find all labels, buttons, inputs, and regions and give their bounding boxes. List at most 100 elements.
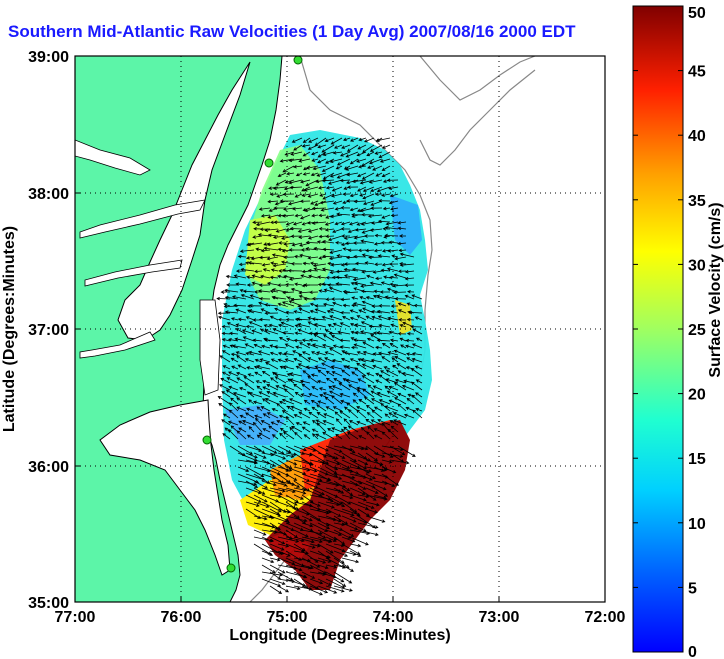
velocity-arrow bbox=[247, 373, 255, 377]
velocity-arrow bbox=[269, 275, 279, 280]
velocity-arrow bbox=[229, 402, 239, 412]
colorbar-tick-label: 35 bbox=[688, 193, 706, 210]
velocity-arrow bbox=[399, 234, 406, 238]
velocity-arrow bbox=[299, 253, 311, 258]
velocity-arrow bbox=[397, 302, 407, 307]
velocity-arrow bbox=[359, 193, 367, 197]
velocity-arrow bbox=[269, 578, 286, 585]
colorbar-tick-label: 0 bbox=[688, 644, 697, 659]
velocity-arrow bbox=[356, 221, 367, 226]
colorbar-ticks: 0 5 10 15 20 25 30 35 40 45 50 bbox=[633, 5, 706, 659]
velocity-arrow bbox=[365, 418, 375, 426]
velocity-arrow bbox=[393, 419, 407, 426]
velocity-arrow bbox=[360, 221, 375, 226]
velocity-arrow bbox=[254, 414, 263, 419]
velocity-arrow bbox=[308, 274, 319, 279]
velocity-arrow bbox=[350, 137, 359, 142]
velocity-arrow bbox=[235, 282, 247, 286]
velocity-arrow bbox=[301, 515, 313, 522]
velocity-arrow bbox=[318, 289, 327, 293]
velocity-arrow bbox=[285, 473, 298, 481]
velocity-arrow bbox=[405, 352, 415, 356]
velocity-arrow bbox=[324, 137, 335, 143]
velocity-arrow bbox=[344, 274, 359, 279]
velocity-arrow bbox=[358, 309, 367, 314]
velocity-arrow bbox=[358, 399, 367, 405]
velocity-arrow bbox=[349, 550, 362, 557]
velocity-arrow bbox=[389, 193, 399, 198]
velocity-arrow bbox=[282, 165, 295, 173]
velocity-arrow bbox=[232, 392, 247, 398]
velocity-arrow bbox=[261, 263, 271, 267]
velocity-arrow bbox=[277, 522, 295, 531]
colorbar-tick-label: 10 bbox=[688, 516, 706, 533]
velocity-arrow bbox=[313, 267, 327, 272]
velocity-arrow bbox=[309, 529, 327, 539]
velocity-arrow bbox=[282, 290, 295, 295]
velocity-arrow bbox=[269, 351, 279, 356]
velocity-arrow bbox=[298, 158, 311, 163]
velocity-arrow bbox=[372, 385, 383, 391]
velocity-arrow bbox=[274, 200, 287, 206]
velocity-arrow bbox=[277, 445, 292, 453]
velocity-arrow bbox=[317, 522, 331, 530]
velocity-arrow bbox=[335, 418, 343, 426]
velocity-arrow bbox=[329, 315, 343, 321]
velocity-arrow bbox=[248, 303, 263, 308]
velocity-arrow bbox=[333, 494, 352, 505]
velocity-arrow bbox=[294, 213, 303, 218]
velocity-arrow bbox=[260, 308, 271, 314]
velocity-arrow bbox=[272, 391, 287, 398]
velocity-arrow bbox=[331, 385, 343, 391]
velocity-arrow bbox=[296, 317, 311, 321]
velocity-arrow bbox=[311, 221, 327, 225]
velocity-arrow bbox=[381, 356, 391, 363]
velocity-arrow bbox=[366, 151, 375, 157]
velocity-arrow bbox=[394, 256, 407, 261]
velocity-arrow bbox=[237, 445, 254, 455]
velocity-arrow bbox=[307, 235, 319, 240]
velocity-arrow bbox=[401, 372, 415, 377]
velocity-arrow bbox=[339, 392, 351, 398]
velocity-arrow bbox=[306, 221, 319, 225]
velocity-arrow bbox=[269, 536, 286, 545]
velocity-arrow bbox=[274, 307, 287, 314]
bathymetry-contour-shelf bbox=[419, 69, 536, 166]
velocity-arrow bbox=[311, 158, 319, 162]
velocity-arrow bbox=[301, 383, 311, 391]
velocity-arrow bbox=[387, 428, 399, 440]
velocity-arrow bbox=[392, 412, 407, 419]
velocity-arrow bbox=[261, 536, 273, 543]
velocity-arrow bbox=[300, 214, 311, 220]
velocity-arrow bbox=[282, 384, 295, 391]
velocity-arrow bbox=[264, 228, 279, 232]
velocity-arrow bbox=[362, 341, 375, 349]
velocity-arrow bbox=[332, 151, 343, 155]
velocity-arrow bbox=[357, 378, 367, 384]
velocity-arrow bbox=[262, 428, 271, 433]
velocity-arrow bbox=[233, 303, 247, 308]
velocity-arrow bbox=[235, 351, 247, 356]
velocity-arrow bbox=[309, 261, 319, 266]
velocity-arrow bbox=[318, 234, 327, 239]
velocity-arrow bbox=[319, 200, 335, 205]
velocity-arrow bbox=[301, 522, 314, 528]
velocity-arrow bbox=[246, 366, 255, 370]
velocity-arrow bbox=[333, 515, 349, 525]
velocity-arrow bbox=[317, 459, 339, 471]
velocity-arrow bbox=[382, 206, 391, 211]
velocity-arrow bbox=[253, 501, 270, 508]
velocity-arrow bbox=[301, 571, 316, 579]
velocity-arrow bbox=[373, 466, 385, 472]
velocity-arrow bbox=[375, 379, 383, 384]
velocity-arrow bbox=[361, 253, 375, 258]
velocity-arrow bbox=[316, 379, 327, 384]
velocity-arrow bbox=[348, 420, 359, 426]
x-tick-label: 76:00 bbox=[161, 609, 202, 626]
velocity-arrow bbox=[269, 315, 279, 321]
velocity-arrow bbox=[288, 179, 303, 185]
velocity-arrow bbox=[268, 207, 279, 212]
velocity-arrow bbox=[311, 386, 319, 391]
velocity-arrow bbox=[253, 480, 269, 489]
